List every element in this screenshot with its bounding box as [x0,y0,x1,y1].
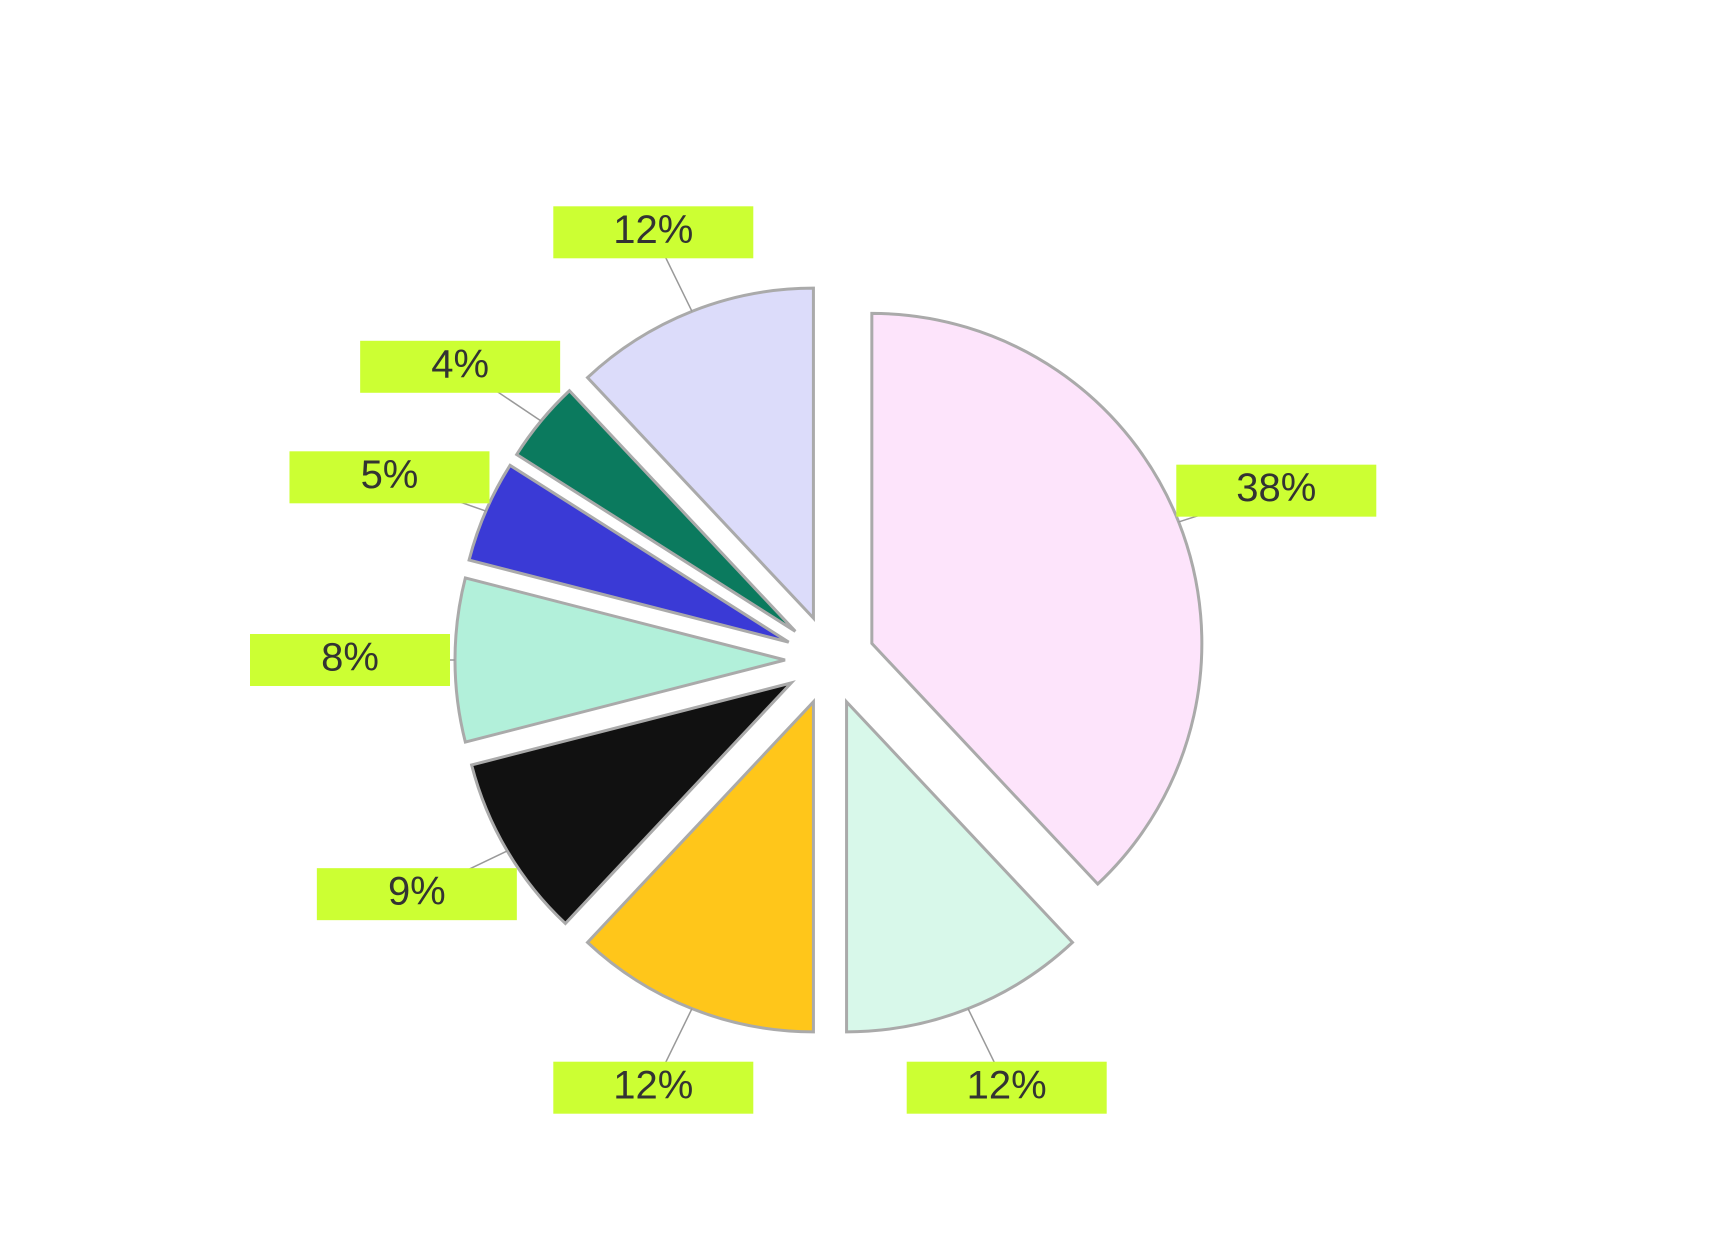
data-label: 4% [431,342,489,386]
data-label: 8% [321,636,379,680]
data-label: 38% [1236,466,1316,510]
pie-slice [845,698,1075,1034]
data-label: 5% [361,453,419,497]
pie-slice [585,286,815,622]
pie-slice [453,576,786,744]
label-box [1176,464,1377,517]
pie-slice [585,698,815,1034]
label-box [553,1061,754,1114]
pie-slice [870,311,1204,887]
pie-slice [467,463,790,644]
data-label: 12% [967,1063,1047,1107]
data-label: 12% [613,208,693,252]
label-box [553,206,754,259]
data-label: 12% [613,1063,693,1107]
data-label: 9% [388,870,446,914]
label-box [360,340,561,393]
pie-slice [469,680,796,926]
label-box [250,634,450,686]
label-box [316,868,517,921]
label-box [289,451,490,504]
label-box [906,1061,1107,1114]
